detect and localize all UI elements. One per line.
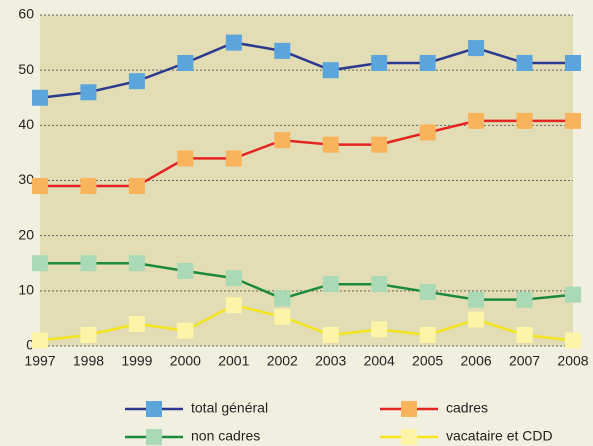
x-tick-label: 2005 (412, 353, 443, 369)
series-marker (274, 132, 291, 149)
x-tick-label: 2006 (461, 353, 492, 369)
x-tick-label: 2003 (315, 353, 346, 369)
series-marker (419, 326, 436, 343)
series-marker (419, 124, 436, 141)
series-marker (371, 276, 388, 293)
series-marker (128, 73, 145, 90)
series-marker (371, 136, 388, 153)
x-tick-label: 2008 (557, 353, 588, 369)
series-line (40, 119, 573, 188)
series-marker (274, 308, 291, 325)
series-marker (128, 315, 145, 332)
legend-marker (401, 429, 417, 445)
series-marker (322, 276, 339, 293)
series-marker (516, 291, 533, 308)
series-marker (468, 112, 485, 129)
series-marker (516, 326, 533, 343)
series-marker (565, 54, 581, 71)
series-marker (274, 290, 291, 307)
series-line (39, 303, 574, 342)
series-marker (32, 332, 48, 349)
series-marker (419, 54, 436, 71)
series-marker (32, 89, 48, 106)
series-marker (177, 54, 194, 71)
legend-label: cadres (446, 400, 488, 416)
series-marker (468, 311, 485, 328)
series-marker (371, 321, 388, 338)
series-marker (177, 262, 194, 279)
y-tick-label: 60 (18, 6, 34, 22)
legend-label: vacataire et CDD (446, 428, 553, 444)
x-tick-label: 2004 (364, 353, 395, 369)
series-marker (516, 112, 533, 129)
y-tick-label: 40 (18, 116, 34, 132)
series-marker (128, 178, 145, 195)
series-marker (322, 136, 339, 153)
x-tick-label: 1998 (73, 353, 104, 369)
legend-marker (146, 401, 162, 417)
series-marker (516, 54, 533, 71)
series-marker (80, 84, 97, 101)
y-tick-label: 20 (18, 226, 34, 242)
series-marker (468, 291, 485, 308)
x-tick-label: 2007 (509, 353, 540, 369)
series-line (40, 262, 574, 301)
y-tick-label: 30 (18, 171, 34, 187)
y-tick-label: 10 (18, 282, 34, 298)
series-marker (80, 178, 97, 195)
series-marker (322, 326, 339, 343)
series-marker (565, 286, 581, 303)
x-tick-label: 2000 (170, 353, 201, 369)
series-marker (225, 297, 242, 314)
series-marker (225, 34, 242, 51)
legend-marker (401, 401, 417, 417)
series-marker (371, 54, 388, 71)
series-marker (128, 255, 145, 272)
x-tick-label: 2001 (218, 353, 249, 369)
series-line (39, 41, 573, 99)
series-marker (80, 255, 97, 272)
x-tick-label: 1999 (121, 353, 152, 369)
legend-label: non cadres (191, 428, 260, 444)
series-marker (80, 326, 97, 343)
series-marker (468, 40, 485, 57)
x-tick-label: 2002 (267, 353, 298, 369)
series-marker (565, 332, 581, 349)
legend-marker (146, 429, 162, 445)
series-marker (565, 112, 581, 129)
series-marker (177, 322, 194, 339)
y-tick-label: 50 (18, 61, 34, 77)
series-marker (225, 150, 242, 167)
x-tick-label: 1997 (24, 353, 55, 369)
y-tick-label: 0 (26, 337, 34, 353)
series-marker (225, 270, 242, 287)
series-marker (32, 255, 48, 272)
series-marker (32, 178, 48, 195)
legend-label: total général (191, 400, 268, 416)
series-marker (274, 42, 291, 59)
series-marker (322, 62, 339, 79)
series-marker (177, 150, 194, 167)
series-marker (419, 283, 436, 300)
